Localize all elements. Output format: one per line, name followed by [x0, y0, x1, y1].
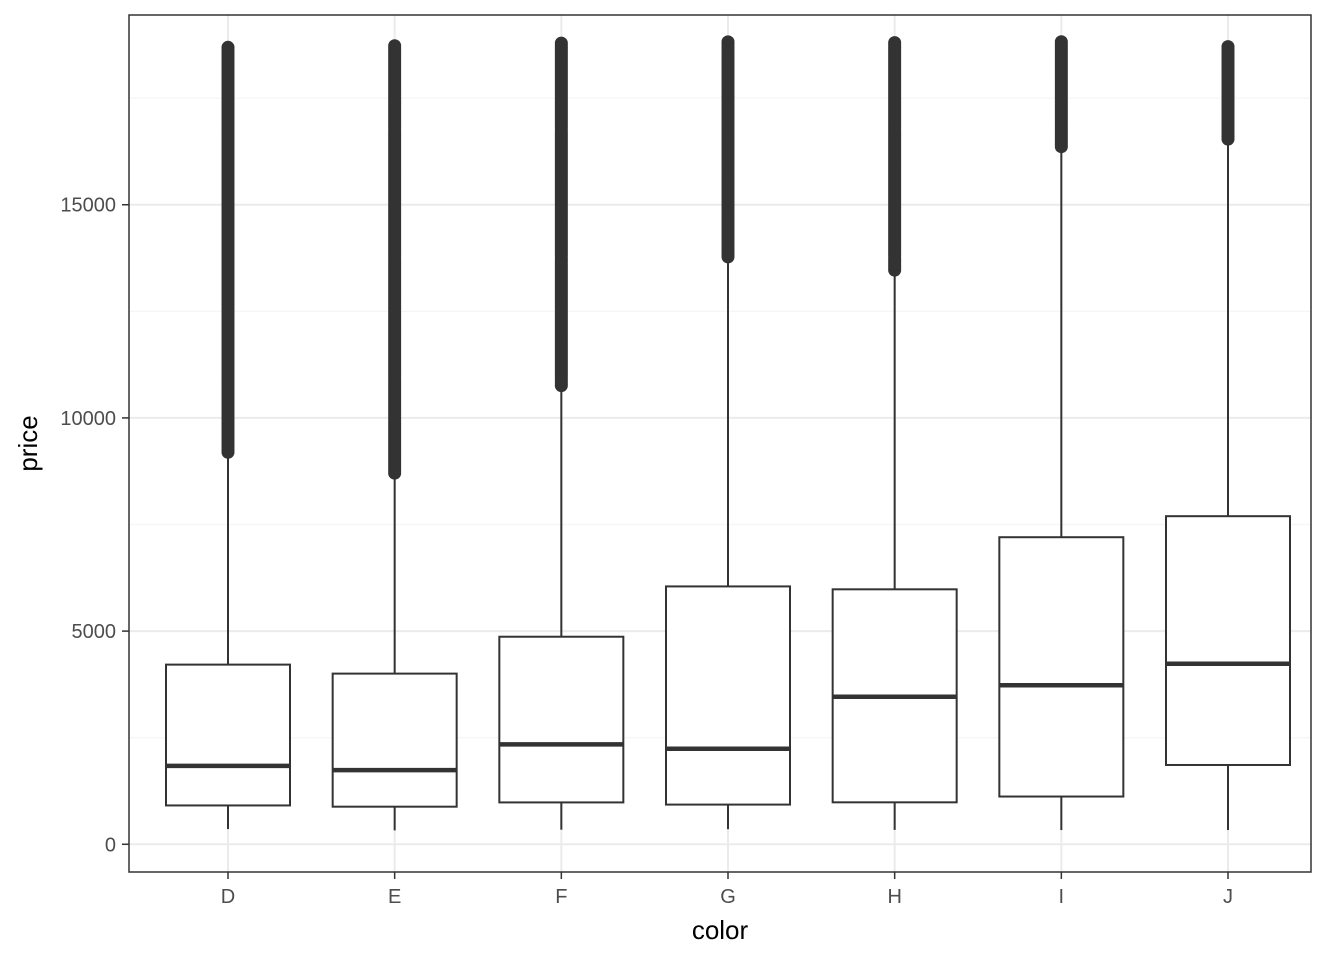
y-axis-title: price — [13, 415, 43, 471]
outlier-point — [1221, 132, 1235, 146]
x-tick-label: H — [887, 886, 901, 908]
outlier-point — [221, 445, 235, 459]
iqr-box — [165, 663, 291, 807]
box-G — [665, 35, 791, 830]
x-tick-label: J — [1223, 886, 1233, 908]
box-H — [831, 36, 958, 830]
y-tick-label: 5000 — [72, 621, 117, 643]
y-tick-label: 10000 — [60, 408, 116, 430]
y-tick-label: 15000 — [60, 195, 116, 217]
x-tick-label: E — [388, 886, 401, 908]
axes: 0 5000 10000 15000 D E F G H I J — [60, 195, 1233, 908]
outlier-point — [554, 379, 568, 393]
outlier-point — [388, 466, 402, 480]
iqr-box — [331, 672, 458, 808]
panel-border — [128, 14, 1312, 873]
box-I — [998, 35, 1125, 831]
x-tick-label: I — [1059, 886, 1065, 908]
box-J — [1165, 40, 1291, 831]
x-tick-label: D — [221, 886, 235, 908]
box-D — [165, 40, 291, 830]
x-axis-title: color — [692, 915, 749, 945]
iqr-box — [1165, 515, 1291, 766]
x-tick-label: F — [555, 886, 567, 908]
iqr-box — [665, 585, 791, 806]
x-tick-label: G — [720, 886, 736, 908]
iqr-box — [498, 635, 625, 804]
box-F — [498, 36, 625, 830]
box-series — [165, 35, 1291, 831]
y-tick-label: 0 — [105, 834, 116, 856]
outlier-point — [721, 250, 735, 264]
outlier-point — [888, 263, 902, 277]
outlier-point — [1054, 140, 1068, 154]
box-E — [331, 39, 458, 831]
iqr-box — [998, 536, 1125, 798]
